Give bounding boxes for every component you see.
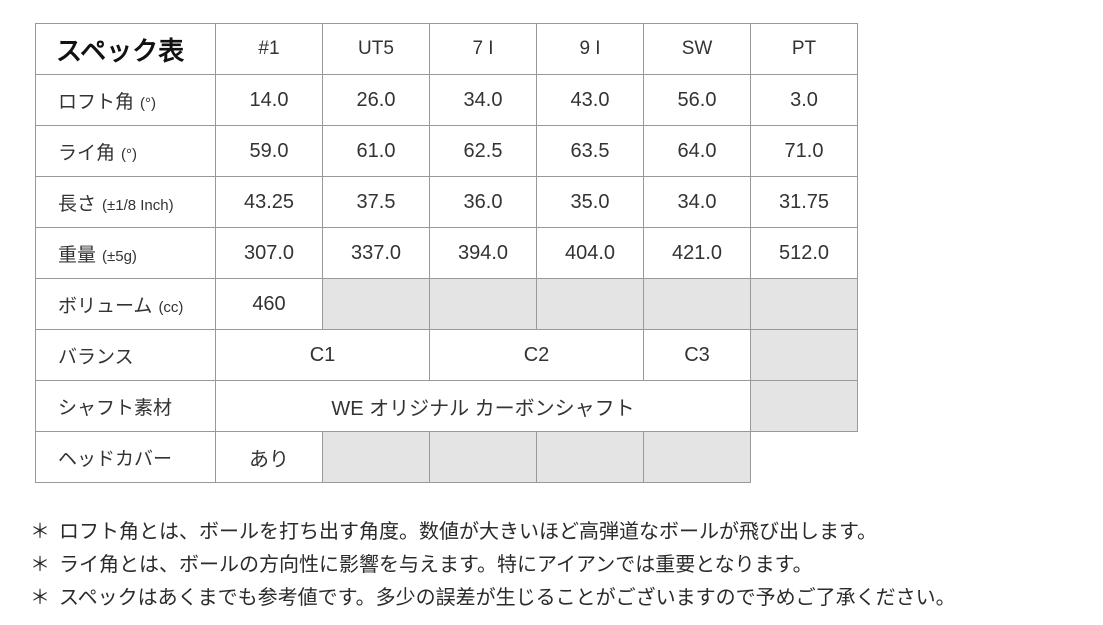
- row-label-shaft: シャフト素材: [35, 380, 216, 432]
- column-header-7i: 7 I: [429, 23, 537, 75]
- spec-value-cell: 62.5: [429, 125, 537, 177]
- spec-value-cell: 337.0: [322, 227, 430, 279]
- row-label-text: ロフト角: [58, 91, 135, 113]
- row-label-text: シャフト素材: [58, 397, 173, 419]
- footnote-text: スペックはあくまでも参考値です。多少の誤差が生じることがございますので予めご了承…: [59, 587, 956, 609]
- spec-value-cell: 61.0: [322, 125, 430, 177]
- column-header-sw: SW: [643, 23, 751, 75]
- spec-value-cell: 71.0: [750, 125, 858, 177]
- empty-cell: [322, 278, 430, 330]
- spec-table: スペック表 #1 UT5 7 I 9 I SW PT ロフト角 (°) 14.0 …: [35, 23, 858, 483]
- footnote-text: ライ角とは、ボールの方向性に影響を与えます。特にアイアンでは重要となります。: [59, 554, 813, 576]
- column-header-club1: #1: [215, 23, 323, 75]
- spec-value-cell: 394.0: [429, 227, 537, 279]
- spec-value-cell: 35.0: [536, 176, 644, 228]
- spec-value-cell: 460: [215, 278, 323, 330]
- spec-value-cell: 26.0: [322, 74, 430, 126]
- shaft-row: シャフト素材 WE オリジナル カーボンシャフト: [35, 380, 858, 432]
- row-label-headcover: ヘッドカバー: [35, 431, 216, 483]
- spec-value-cell: 34.0: [643, 176, 751, 228]
- asterisk-marker: ＊: [30, 587, 50, 609]
- header-row: スペック表 #1 UT5 7 I 9 I SW PT: [35, 23, 858, 75]
- spec-value-cell: 14.0: [215, 74, 323, 126]
- spec-value-cell: 37.5: [322, 176, 430, 228]
- spec-value-cell: 63.5: [536, 125, 644, 177]
- footnotes: ＊ ロフト角とは、ボールを打ち出す角度。数値が大きいほど高弾道なボールが飛び出しま…: [30, 516, 1090, 615]
- headcover-value-cell: あり: [215, 431, 323, 483]
- empty-cell: [429, 431, 537, 483]
- empty-cell: [536, 278, 644, 330]
- spec-value-cell: 56.0: [643, 74, 751, 126]
- empty-cell: [429, 278, 537, 330]
- footnote-lie: ＊ ライ角とは、ボールの方向性に影響を与えます。特にアイアンでは重要となります。: [30, 549, 1090, 582]
- spec-value-cell: 43.25: [215, 176, 323, 228]
- row-label-volume: ボリューム (cc): [35, 278, 216, 330]
- row-label-text: 重量: [58, 244, 97, 266]
- spec-value-cell: 64.0: [643, 125, 751, 177]
- row-label-unit: (°): [121, 145, 138, 163]
- row-label-text: バランス: [58, 346, 134, 368]
- row-label-text: 長さ: [58, 193, 97, 215]
- loft-row: ロフト角 (°) 14.0 26.0 34.0 43.0 56.0 3.0: [35, 74, 858, 126]
- empty-cell: [536, 431, 644, 483]
- volume-row: ボリューム (cc) 460: [35, 278, 858, 330]
- row-label-loft: ロフト角 (°): [35, 74, 216, 126]
- spec-value-cell: 36.0: [429, 176, 537, 228]
- balance-c1-cell: C1: [215, 329, 430, 381]
- footnote-disclaimer: ＊ スペックはあくまでも参考値です。多少の誤差が生じることがございますので予めご了…: [30, 582, 1090, 615]
- table-title: スペック表: [35, 23, 216, 75]
- row-label-unit: (±1/8 Inch): [102, 196, 174, 214]
- row-label-unit: (cc): [158, 298, 184, 316]
- empty-cell: [643, 431, 751, 483]
- balance-c3-cell: C3: [643, 329, 751, 381]
- spec-value-cell: 31.75: [750, 176, 858, 228]
- row-label-unit: (±5g): [102, 247, 137, 265]
- asterisk-marker: ＊: [30, 554, 50, 576]
- row-label-lie: ライ角 (°): [35, 125, 216, 177]
- spec-value-cell: 307.0: [215, 227, 323, 279]
- headcover-row: ヘッドカバー あり: [35, 431, 858, 483]
- row-label-weight: 重量 (±5g): [35, 227, 216, 279]
- length-row: 長さ (±1/8 Inch) 43.25 37.5 36.0 35.0 34.0 …: [35, 176, 858, 228]
- row-label-text: ヘッドカバー: [58, 448, 173, 470]
- spec-value-cell: 3.0: [750, 74, 858, 126]
- spec-value-cell: 512.0: [750, 227, 858, 279]
- empty-cell: [322, 431, 430, 483]
- column-header-9i: 9 I: [536, 23, 644, 75]
- empty-cell: [643, 278, 751, 330]
- spec-value-cell: 404.0: [536, 227, 644, 279]
- asterisk-marker: ＊: [30, 521, 50, 543]
- spec-value-cell: 43.0: [536, 74, 644, 126]
- footnote-text: ロフト角とは、ボールを打ち出す角度。数値が大きいほど高弾道なボールが飛び出します…: [59, 521, 877, 543]
- row-label-balance: バランス: [35, 329, 216, 381]
- spec-value-cell: 59.0: [215, 125, 323, 177]
- empty-cell: [750, 278, 858, 330]
- lie-row: ライ角 (°) 59.0 61.0 62.5 63.5 64.0 71.0: [35, 125, 858, 177]
- spec-value-cell: 34.0: [429, 74, 537, 126]
- row-label-unit: (°): [140, 94, 157, 112]
- row-label-text: ライ角: [58, 142, 116, 164]
- balance-row: バランス C1 C2 C3: [35, 329, 858, 381]
- balance-c2-cell: C2: [429, 329, 644, 381]
- row-label-text: ボリューム: [58, 295, 153, 317]
- spec-value-cell: 421.0: [643, 227, 751, 279]
- empty-cell: [750, 329, 858, 381]
- shaft-material-cell: WE オリジナル カーボンシャフト: [215, 380, 751, 432]
- column-header-pt: PT: [750, 23, 858, 75]
- weight-row: 重量 (±5g) 307.0 337.0 394.0 404.0 421.0 51…: [35, 227, 858, 279]
- footnote-loft: ＊ ロフト角とは、ボールを打ち出す角度。数値が大きいほど高弾道なボールが飛び出しま…: [30, 516, 1090, 549]
- empty-cell: [750, 380, 858, 432]
- column-header-ut5: UT5: [322, 23, 430, 75]
- row-label-length: 長さ (±1/8 Inch): [35, 176, 216, 228]
